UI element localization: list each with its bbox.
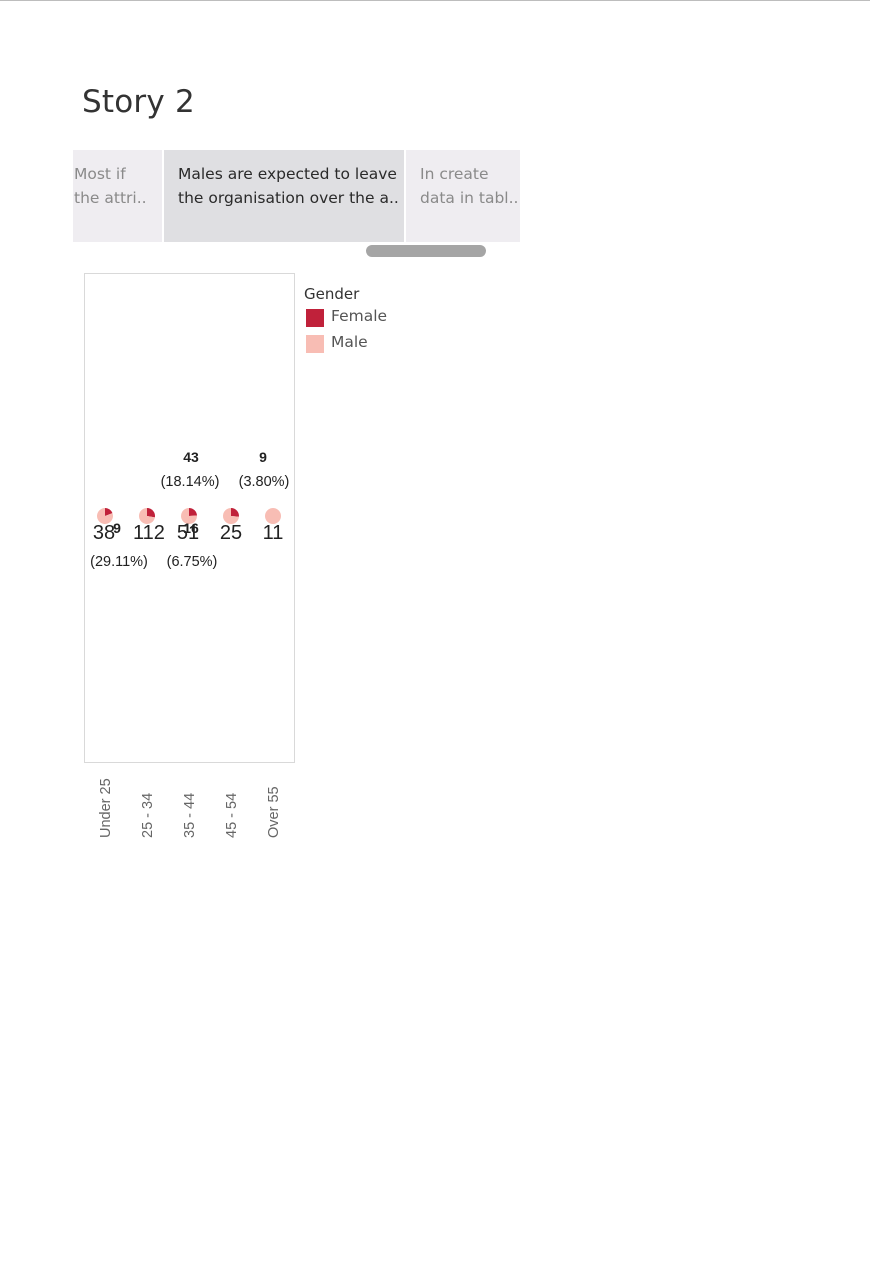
legend-swatch-male: [306, 335, 324, 353]
pie-slice-over-55-male: [265, 508, 281, 524]
top-rule: [0, 0, 870, 1]
x-tick-label-25-34: 25 - 34: [140, 793, 156, 838]
data-label-35-44-43: 43: [183, 449, 199, 465]
legend: Gender Female Male: [304, 285, 387, 353]
story-point-tab-3[interactable]: In create data in tabl..: [406, 150, 520, 242]
data-label-45-54-25: 25: [220, 522, 242, 544]
story-point-tab-1-label: Most if the attri..: [74, 165, 147, 207]
pie-slice-25-34-female: [147, 508, 156, 518]
pie-slice-35-44-male: [181, 508, 197, 524]
percent-label-over-55-9: (3.80%): [239, 474, 290, 490]
legend-item-male[interactable]: Male: [304, 333, 444, 355]
x-tick-label-35-44: 35 - 44: [182, 793, 198, 838]
legend-item-female[interactable]: Female: [304, 307, 444, 329]
data-label-35-44-51: 51: [177, 522, 199, 544]
pie-slice-45-54-female: [231, 508, 239, 517]
x-tick-label-under-25: Under 25: [98, 778, 114, 838]
story-point-tab-2-active[interactable]: Males are expected to leave the organisa…: [164, 150, 404, 242]
pie-slice-35-44-female: [189, 508, 197, 516]
x-tick-label-45-54: 45 - 54: [224, 793, 240, 838]
legend-label-male: Male: [331, 333, 368, 351]
legend-swatch-female: [306, 309, 324, 327]
story-point-tab-1[interactable]: Most if the attri..: [73, 150, 162, 242]
legend-label-female: Female: [331, 307, 388, 325]
story-navigator-scrollbar[interactable]: [366, 245, 486, 257]
data-label-35-44-16: 16: [183, 520, 199, 536]
pie-slice-under-25-male: [97, 508, 113, 524]
pie-slice-under-25-female: [105, 508, 113, 516]
x-tick-label-over-55: Over 55: [266, 786, 282, 838]
plot-area: [84, 273, 295, 763]
data-label-under-25-9: 9: [113, 520, 121, 536]
data-label-25-34-112: 112: [133, 522, 165, 544]
story-point-tab-2-label: Males are expected to leave the organisa…: [178, 165, 399, 207]
data-label-under-25-38: 38: [93, 522, 115, 544]
percent-label-25-34-112: (6.75%): [167, 554, 218, 570]
data-label-over-55-11: 11: [263, 522, 284, 544]
legend-title: Gender: [304, 285, 360, 303]
percent-label-35-44-43: (18.14%): [161, 474, 220, 490]
percent-label-under-25-38: (29.11%): [90, 554, 148, 570]
data-label-over-55-9: 9: [259, 449, 267, 465]
pie-slice-25-34-male: [139, 508, 155, 524]
pie-slice-45-54-male: [223, 508, 239, 524]
story-title: Story 2: [82, 84, 195, 120]
story-point-navigator: Most if the attri.. Males are expected t…: [73, 150, 520, 242]
story-point-tab-3-label: In create data in tabl..: [420, 165, 518, 207]
